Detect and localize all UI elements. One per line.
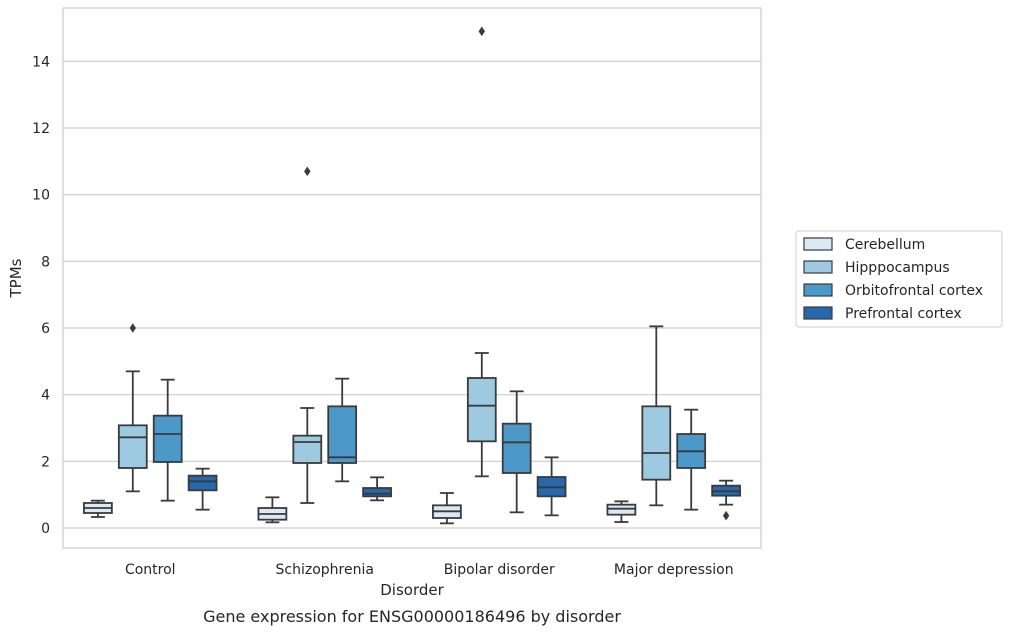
figure-title: Gene expression for ENSG00000186496 by d… (203, 607, 621, 626)
outlier-point (304, 166, 311, 177)
box-hipppocampus (466, 26, 497, 478)
y-tick-label: 8 (41, 254, 50, 270)
legend-swatch (803, 237, 833, 251)
y-tick-label: 0 (41, 521, 50, 537)
x-tick-labels: Control Schizophrenia Bipolar disorder Majo… (125, 562, 734, 578)
box-prefrontal-cortex (187, 467, 218, 511)
box-hipppocampus (292, 166, 323, 504)
x-tick-label: Control (125, 562, 176, 578)
legend-label: Orbitofrontal cortex (845, 283, 983, 299)
box-iqr (501, 422, 532, 474)
y-tick-label: 12 (32, 121, 50, 137)
outlier-point (478, 26, 485, 37)
outlier-point (722, 510, 730, 521)
box-iqr (327, 405, 358, 464)
box-cerebellum (83, 499, 113, 518)
box-cerebellum (257, 496, 288, 524)
box-prefrontal-cortex (362, 476, 392, 502)
y-tick-label: 10 (32, 188, 50, 204)
x-axis-label: Disorder (380, 581, 444, 599)
legend-frame (795, 230, 1003, 328)
box-hipppocampus (117, 323, 148, 493)
y-axis-label: TPMs (7, 258, 25, 298)
legend-swatch (803, 283, 833, 297)
x-tick-label: Schizophrenia (276, 562, 374, 578)
legend-label: Prefrontal cortex (845, 306, 962, 322)
legend-items: Cerebellum Hipppocampus Orbitofrontal cort… (803, 237, 983, 322)
box-orbitofrontal-cortex (501, 390, 532, 514)
box-layer (83, 26, 741, 525)
legend: Cerebellum Hipppocampus Orbitofrontal cort… (795, 230, 1003, 328)
legend-swatch (803, 306, 833, 320)
box-iqr (362, 487, 392, 498)
box-orbitofrontal-cortex (327, 377, 358, 483)
x-tick-label: Bipolar disorder (444, 562, 555, 578)
legend-label: Hipppocampus (845, 260, 950, 276)
box-iqr (641, 405, 672, 481)
box-cerebellum (432, 492, 462, 525)
plot-frame (62, 7, 762, 549)
y-tick-label: 2 (41, 454, 50, 470)
y-tick-label: 6 (41, 321, 50, 337)
box-iqr (292, 434, 323, 464)
box-cerebellum (606, 500, 637, 523)
box-iqr (117, 424, 148, 469)
box-orbitofrontal-cortex (676, 408, 707, 511)
y-tick-label: 14 (32, 54, 50, 70)
box-iqr (152, 414, 183, 463)
box-prefrontal-cortex (536, 456, 567, 517)
x-tick-label: Major depression (614, 562, 734, 578)
box-iqr (187, 474, 218, 492)
box-orbitofrontal-cortex (152, 378, 183, 502)
y-tick-labels: 0 2 4 6 8 10 12 14 (32, 54, 50, 537)
outlier-point (129, 323, 136, 333)
y-tick-label: 4 (41, 388, 50, 404)
box-iqr (466, 377, 497, 443)
box-iqr (606, 503, 637, 516)
legend-label: Cerebellum (845, 237, 925, 253)
box-prefrontal-cortex (711, 479, 741, 521)
box-hipppocampus (641, 325, 672, 507)
legend-swatch (803, 260, 833, 274)
